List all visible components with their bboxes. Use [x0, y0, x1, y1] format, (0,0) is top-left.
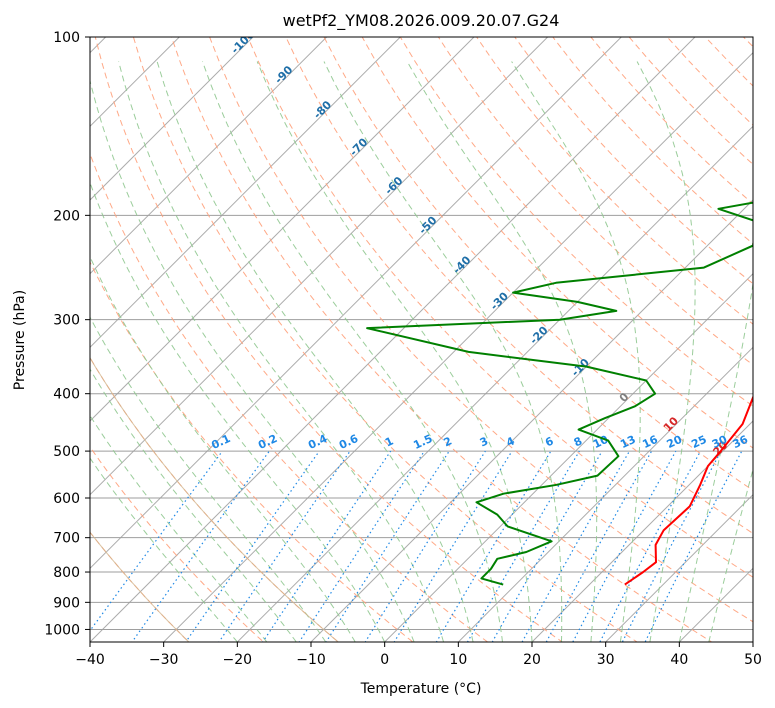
- x-tick-label: −30: [149, 652, 179, 668]
- y-axis-label: Pressure (hPa): [12, 290, 28, 390]
- chart-title: wetPf2_YM08.2026.009.20.07.G24: [283, 11, 560, 31]
- x-tick-label: 30: [597, 652, 615, 668]
- dry-adiabat-line: [209, 37, 753, 623]
- moist-adiabat-line: [118, 61, 445, 642]
- mixing-ratio-line: [325, 450, 450, 642]
- mixing-ratio-line: [599, 450, 702, 642]
- temperature-line: [624, 394, 753, 586]
- mixing-ratio-line: [621, 450, 722, 642]
- dry-adiabat-line: [171, 37, 713, 642]
- series-layer: [366, 201, 753, 586]
- mixing-ratio-line: [218, 450, 351, 642]
- mixing-ratio-line: [572, 450, 677, 642]
- mixing-ratio-line: [90, 450, 223, 632]
- moist-adiabat-line: [156, 61, 474, 642]
- isotherm-line: [236, 125, 753, 642]
- x-tick-label: 20: [523, 652, 541, 668]
- isotherm-line: [90, 37, 549, 496]
- x-axis-label: Temperature (°C): [360, 681, 482, 697]
- dry-adiabat-line: [247, 37, 753, 578]
- mixing-ratio-label: 16: [640, 433, 660, 451]
- plot-frame: [89, 36, 754, 643]
- y-tick-label: 500: [53, 444, 80, 460]
- isotherm-line: [162, 51, 753, 642]
- mixing-ratio-line: [521, 450, 631, 642]
- y-tick-label: 600: [53, 491, 80, 507]
- y-tick-label: 200: [53, 208, 80, 224]
- dry-adiabat-line: [132, 37, 638, 642]
- mixing-ratio-line: [644, 450, 743, 642]
- moist-adiabat-line: [511, 61, 641, 642]
- mixing-ratio-label: 25: [689, 433, 708, 451]
- x-tick-label: 40: [670, 652, 688, 668]
- mixing-ratio-line: [393, 450, 513, 642]
- mixing-ratio-line: [545, 450, 653, 642]
- dry-adiabat-line: [399, 37, 753, 407]
- y-tick-label: 800: [53, 565, 80, 581]
- moist-adiabat-line: [90, 255, 356, 642]
- x-tick-label: −10: [296, 652, 326, 668]
- isotherm-line: [310, 199, 753, 642]
- moist-adiabat-line: [90, 316, 327, 642]
- mixing-ratio-label: 13: [618, 433, 637, 451]
- moist-adiabat-line: [708, 467, 753, 642]
- moist-adiabat-line: [90, 78, 415, 642]
- y-tick-label: 1000: [44, 622, 80, 638]
- moist-adiabat-line: [323, 61, 563, 642]
- dry-adiabat-line: [361, 37, 753, 449]
- isotherm-line: [457, 346, 753, 642]
- cold-curve-line: [90, 531, 190, 642]
- moist-adiabat-line: [202, 61, 503, 642]
- cold-curve-line: [90, 356, 339, 642]
- mixing-ratio-label: 20: [665, 433, 685, 451]
- x-tick-label: −40: [75, 652, 105, 668]
- moist-adiabat-line: [90, 181, 386, 642]
- isotherm-line: [90, 37, 328, 275]
- moist-adiabat-line: [90, 414, 268, 642]
- mixing-ratio-line: [466, 450, 580, 642]
- dry-adiabat-line: [94, 37, 564, 642]
- moist-adiabat-line: [256, 61, 533, 642]
- x-tick-label: 10: [449, 652, 467, 668]
- dry-adiabat-line: [90, 260, 414, 642]
- y-tick-label: 300: [53, 313, 80, 329]
- isotherm-line: [90, 37, 254, 201]
- moist-adiabat-line: [90, 368, 297, 642]
- y-tick-label: 100: [53, 30, 80, 46]
- moist-adiabat-line: [90, 457, 238, 642]
- background-lines: [90, 37, 753, 642]
- mixing-ratio-line: [185, 450, 320, 642]
- dry-adiabat-line: [90, 152, 489, 642]
- isotherm-line: [90, 37, 696, 642]
- x-tick-label: 0: [380, 652, 389, 668]
- y-tick-label: 400: [53, 387, 80, 403]
- y-tick-label: 700: [53, 531, 80, 547]
- x-tick-label: 50: [744, 652, 762, 668]
- moist-adiabat-line: [636, 61, 696, 642]
- moist-adiabat-line: [406, 61, 598, 642]
- mixing-ratio-label: 10: [591, 433, 611, 451]
- isotherm-line: [90, 37, 475, 422]
- isotherm-line: [531, 420, 753, 642]
- isotherm-line: [90, 37, 181, 128]
- isotherm-line: [90, 37, 623, 570]
- mixing-ratio-line: [435, 450, 552, 642]
- dewpoint-line: [366, 201, 753, 586]
- isotherm-line: [383, 272, 753, 642]
- x-tick-label: −20: [223, 652, 253, 668]
- moist-adiabat-line: [678, 280, 753, 642]
- dry-adiabat-line: [285, 37, 753, 535]
- axis-layer: −40 −30 −20 −10 0 10 20 30 40 50 100 200 300 400 500 60…: [44, 30, 762, 668]
- dry-adiabat-line: [323, 37, 753, 491]
- mixing-ratio-line: [491, 450, 603, 642]
- isotherm-line: [90, 37, 402, 349]
- isotherm-line: [604, 493, 753, 642]
- mixing-ratio-label: 36: [731, 433, 751, 451]
- y-tick-label: 900: [53, 595, 80, 611]
- dry-adiabat-line: [90, 446, 265, 642]
